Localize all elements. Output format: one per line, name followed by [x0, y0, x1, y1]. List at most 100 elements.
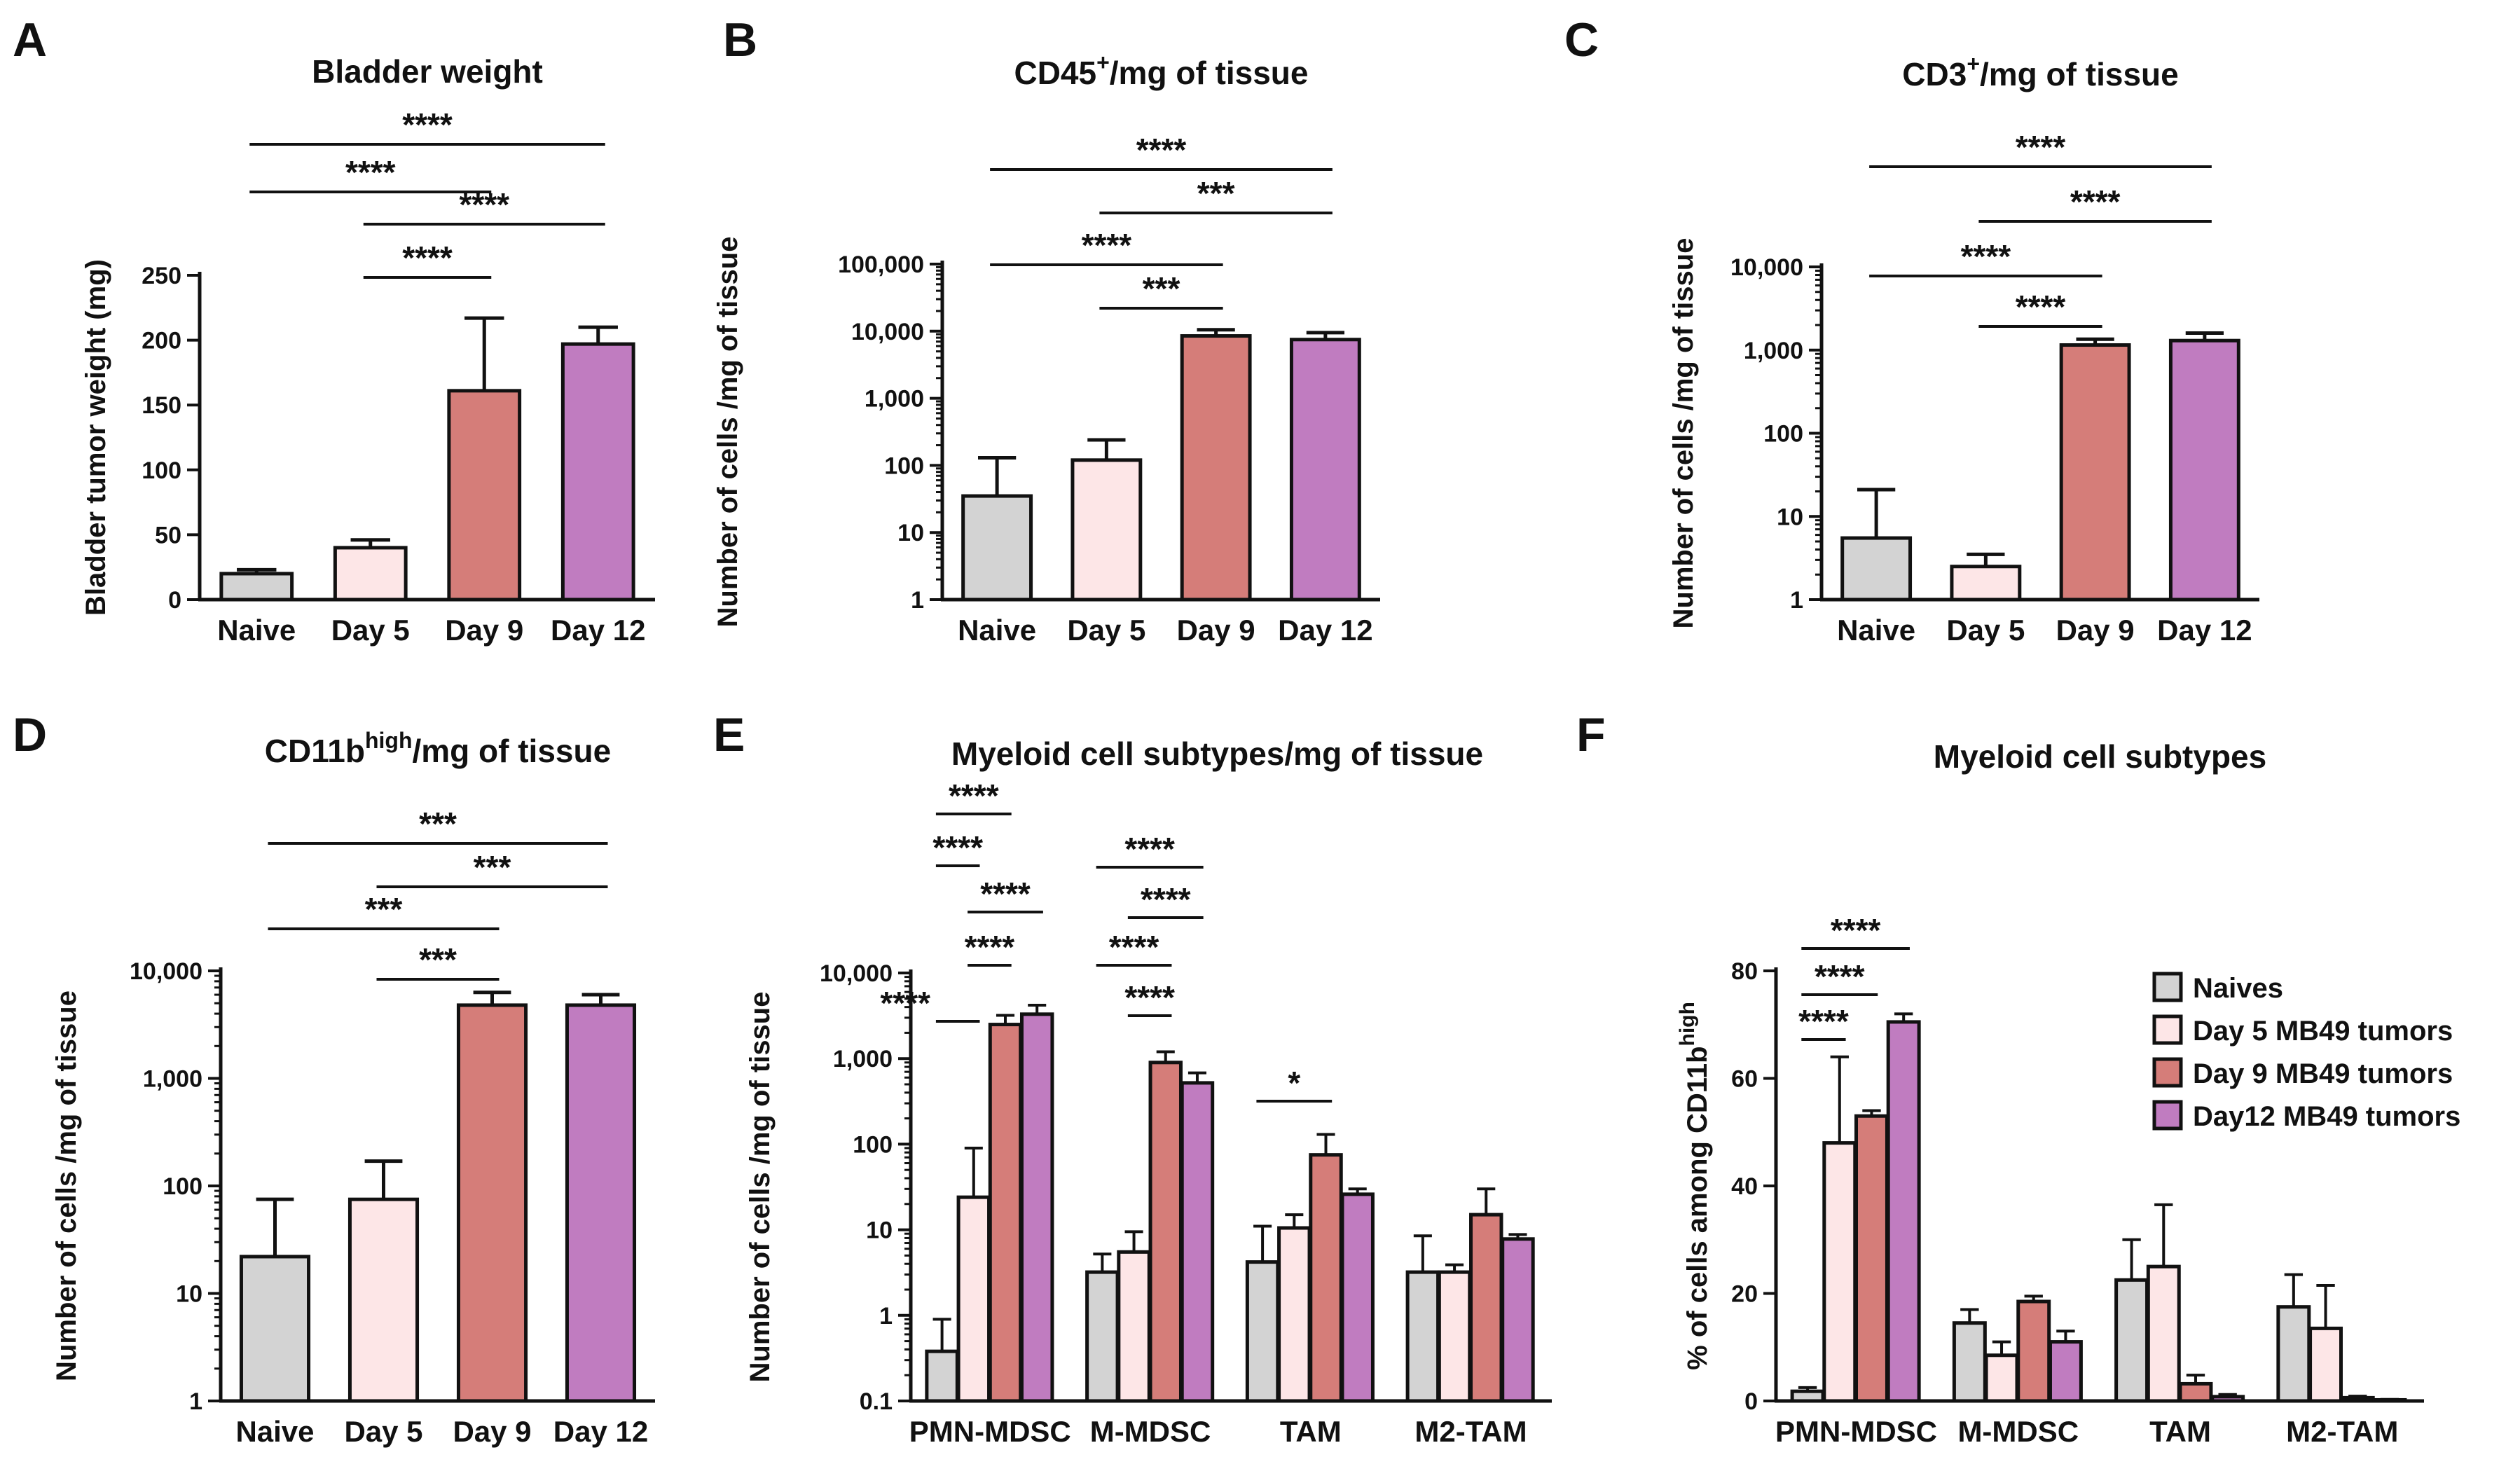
panel-title: CD11bhigh/mg of tissue — [265, 728, 611, 769]
y-tick-label: 1 — [1790, 587, 1803, 614]
significance-label: **** — [1136, 132, 1187, 168]
title-superscript: + — [1967, 51, 1980, 76]
significance-label: **** — [459, 186, 509, 223]
legend-swatch-2 — [2152, 1057, 2183, 1088]
significance-label: **** — [2016, 129, 2066, 165]
title-main: Myeloid cell subtypes — [1934, 738, 2266, 775]
category-label: Day 5 — [1946, 614, 2025, 647]
bar-m-mdsc-2 — [2016, 1299, 2051, 1403]
category-label: M2-TAM — [1414, 1415, 1527, 1448]
significance-label: *** — [474, 849, 511, 885]
panel-label: A — [13, 13, 47, 67]
category-label: PMN-MDSC — [1775, 1415, 1937, 1448]
significance-label: * — [1288, 1065, 1300, 1101]
title-main: Bladder weight — [312, 53, 543, 90]
category-label: Naive — [217, 614, 296, 647]
y-axis-label: Bladder tumor weight (mg) — [81, 259, 111, 616]
y-tick-label: 20 — [1731, 1281, 1758, 1308]
significance-label: **** — [1141, 881, 1191, 918]
bar-1 — [333, 546, 408, 602]
panel-label: E — [713, 708, 745, 761]
y-tick-label: 1,000 — [833, 1046, 893, 1072]
significance-label: **** — [1124, 831, 1175, 867]
category-label: Day 5 — [331, 614, 410, 647]
bar-tam-3 — [2210, 1395, 2245, 1403]
y-tick-label: 40 — [1731, 1173, 1758, 1200]
y-tick-label: 100 — [163, 1173, 202, 1200]
bar-1 — [1950, 565, 2022, 602]
significance-label: **** — [880, 985, 930, 1021]
bar-tam-2 — [2178, 1381, 2213, 1403]
y-axis-label-main: Number of cells /mg of tissue — [712, 237, 743, 628]
bar-m-mdsc-1 — [1117, 1250, 1151, 1403]
significance-label: **** — [949, 778, 999, 814]
bar-2 — [447, 389, 522, 602]
y-tick-label: 10,000 — [851, 319, 924, 345]
category-label: Day 9 — [2056, 614, 2135, 647]
panel-e: E Myeloid cell subtypes/mg of tissue 0.1 1 1… — [713, 708, 1552, 1448]
category-label: M-MDSC — [1090, 1415, 1211, 1448]
y-tick-label: 100 — [853, 1131, 893, 1158]
bar-3 — [565, 1003, 637, 1403]
category-label: TAM — [2149, 1415, 2211, 1448]
y-axis-label-main: Number of cells /mg of tissue — [1668, 238, 1699, 629]
panel-d: D CD11bhigh/mg of tissue 1 10 100 1,000 10,000… — [13, 708, 655, 1448]
bar-m-mdsc-0 — [1952, 1321, 1987, 1403]
bar-tam-0 — [2114, 1278, 2149, 1403]
bar-tam-2 — [1309, 1153, 1343, 1403]
bar-pmn-mdsc-1 — [956, 1195, 991, 1403]
significance-label: **** — [2016, 289, 2066, 325]
bar-m2-tam-2 — [2340, 1395, 2375, 1403]
legend-swatch-3 — [2152, 1100, 2183, 1131]
bar-pmn-mdsc-2 — [988, 1023, 1023, 1403]
category-label: Naive — [235, 1415, 314, 1448]
bar-tam-0 — [1245, 1260, 1280, 1403]
panel-title: CD45+/mg of tissue — [1014, 50, 1308, 91]
bar-m2-tam-1 — [2308, 1326, 2343, 1403]
significance-label: **** — [1109, 929, 1159, 965]
bar-3 — [1289, 338, 1361, 602]
y-tick-label: 10 — [1777, 504, 1803, 530]
y-axis-label-main: Number of cells /mg of tissue — [51, 990, 82, 1381]
y-axis-label-sup: high — [1676, 1002, 1699, 1046]
panel-label: F — [1576, 708, 1606, 761]
category-label: Day 9 — [1177, 614, 1255, 647]
significance-label: **** — [932, 829, 983, 866]
y-tick-label: 150 — [142, 392, 181, 419]
category-label: Day 12 — [1278, 614, 1372, 647]
title-superscript: + — [1096, 50, 1110, 75]
significance-label: **** — [1815, 958, 1865, 995]
significance-label: **** — [1831, 912, 1881, 948]
y-tick-label: 1,000 — [1744, 338, 1803, 364]
y-tick-label: 50 — [155, 522, 181, 548]
bar-2 — [1180, 334, 1252, 602]
significance-label: *** — [419, 806, 457, 842]
bar-tam-1 — [1277, 1226, 1311, 1403]
category-label: Day 12 — [551, 614, 645, 647]
category-label: M-MDSC — [1957, 1415, 2079, 1448]
legend-label: Day 9 MB49 tumors — [2193, 1058, 2453, 1089]
title-superscript: high — [365, 728, 413, 753]
y-tick-label: 10 — [897, 520, 924, 546]
bar-m-mdsc-3 — [1180, 1081, 1215, 1403]
y-tick-label: 10,000 — [1730, 254, 1803, 281]
panel-label: C — [1564, 13, 1599, 67]
significance-label: **** — [402, 106, 453, 143]
y-tick-label: 200 — [142, 328, 181, 354]
significance-label: **** — [2070, 184, 2121, 220]
y-tick-label: 10,000 — [820, 960, 893, 987]
panel-c: C CD3+/mg of tissue 1 10 100 1,000 10,000 Numbe… — [1564, 13, 2259, 647]
bar-tam-3 — [1340, 1192, 1375, 1403]
y-tick-label: 1 — [879, 1303, 893, 1330]
significance-label: *** — [419, 941, 457, 978]
y-tick-label: 1,000 — [143, 1066, 202, 1093]
significance-label: **** — [1798, 1003, 1849, 1040]
y-axis-label: Number of cells /mg of tissue — [745, 992, 776, 1383]
bar-m2-tam-0 — [1405, 1270, 1440, 1403]
legend-label: Day12 MB49 tumors — [2193, 1101, 2460, 1132]
category-label: TAM — [1280, 1415, 1342, 1448]
panel-title: CD3+/mg of tissue — [1902, 51, 2178, 92]
y-tick-label: 1 — [189, 1388, 202, 1415]
panel-f: F Myeloid cell subtypes 0 20 40 60 80 % of cell… — [1576, 708, 2460, 1448]
